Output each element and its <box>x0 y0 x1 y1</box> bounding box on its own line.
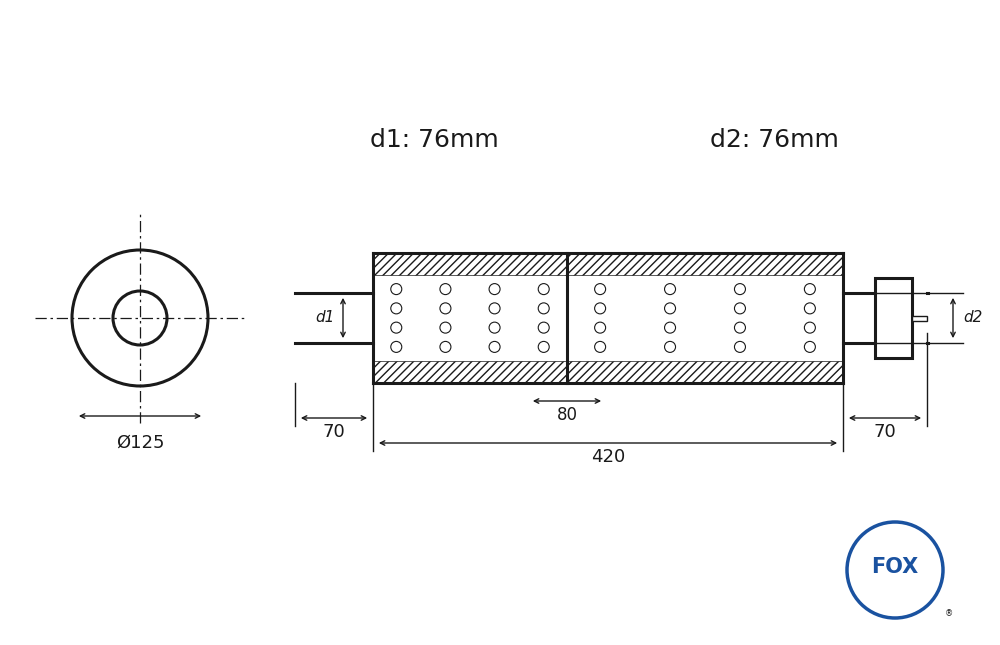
Bar <box>567 361 843 383</box>
Text: d1: d1 <box>316 310 335 326</box>
Text: d1: 76mm: d1: 76mm <box>370 128 499 152</box>
Text: 420: 420 <box>591 448 625 466</box>
Circle shape <box>847 522 943 618</box>
Bar <box>567 253 843 275</box>
Text: d2: 76mm: d2: 76mm <box>710 128 839 152</box>
Text: 70: 70 <box>874 423 896 441</box>
Bar <box>373 361 567 383</box>
Text: 80: 80 <box>556 406 578 424</box>
Text: Ø125: Ø125 <box>116 434 164 452</box>
Text: FOX: FOX <box>871 557 919 577</box>
Bar <box>912 315 927 321</box>
Bar <box>875 278 912 358</box>
Text: d2: d2 <box>963 310 982 326</box>
Bar <box>373 253 567 275</box>
Text: ®: ® <box>945 610 953 619</box>
Text: 70: 70 <box>323 423 345 441</box>
